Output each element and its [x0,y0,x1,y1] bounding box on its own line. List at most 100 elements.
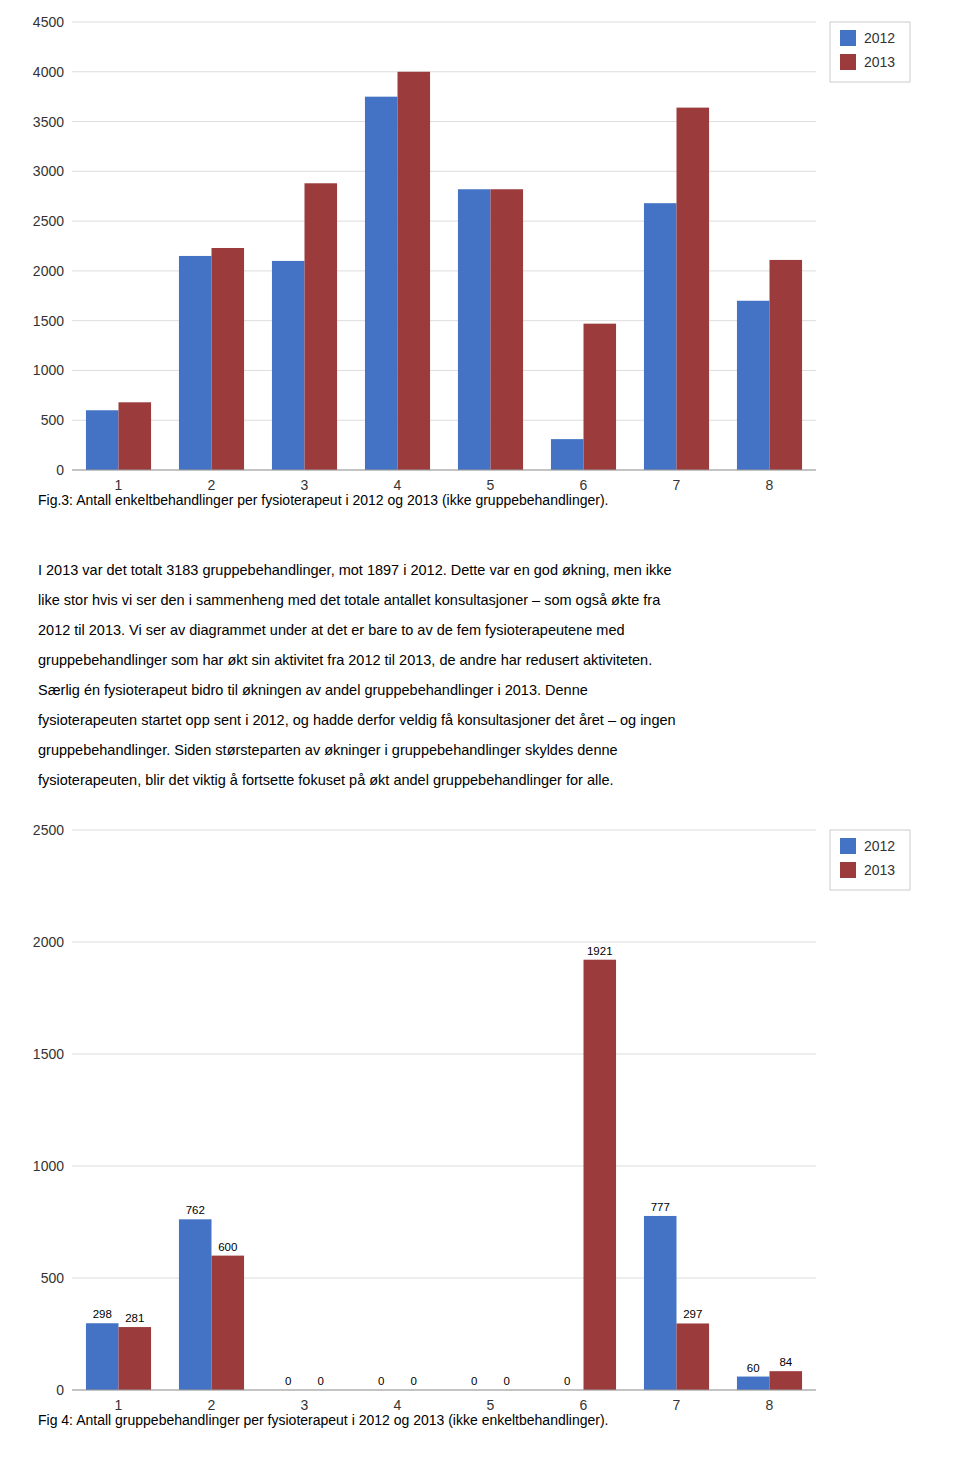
data-labels: 298762000077760281600000192129784 [93,945,793,1387]
y-tick-label: 500 [41,1270,65,1286]
x-tick-label: 3 [301,1397,309,1413]
grid-line [72,1390,816,1391]
data-label: 777 [651,1201,670,1213]
paragraph-line: I 2013 var det totalt 3183 gruppebehandl… [38,562,672,578]
bar [119,402,152,470]
bar [86,410,119,470]
legend-swatch [840,54,856,70]
paragraph-line: gruppebehandlinger som har økt sin aktiv… [38,652,652,668]
x-tick-label: 4 [394,477,402,493]
bar [584,324,617,470]
paragraph-line: Særlig én fysioterapeut bidro til økning… [38,682,588,698]
x-tick-label: 7 [673,1397,681,1413]
x-tick-label: 4 [394,1397,402,1413]
bar [737,301,770,470]
y-tick-label: 1000 [33,1158,64,1174]
chart: 0500100015002000250029876200007776028160… [33,822,910,1428]
bar [398,72,431,470]
paragraph-line: fysioterapeuten startet opp sent i 2012,… [38,712,676,728]
bar [770,1371,803,1390]
grid [72,830,816,1390]
bar [644,1216,677,1390]
y-tick-label: 1000 [33,362,64,378]
bar [86,1323,119,1390]
x-tick-label: 6 [580,477,588,493]
legend-frame [830,22,910,82]
y-tick-label: 4000 [33,64,64,80]
legend-frame [830,830,910,890]
x-tick-label: 1 [115,1397,123,1413]
bar [305,183,338,470]
y-tick-label: 500 [41,412,65,428]
bar [119,1327,152,1390]
data-label: 84 [779,1356,792,1368]
caption: Fig 4: Antall gruppebehandlinger per fys… [38,1412,609,1428]
grid-line [72,470,816,471]
y-axis: 0 500 1000 1500 2000 2500 [33,822,64,1398]
data-label: 762 [186,1204,205,1216]
grid-line [72,71,816,72]
bar [458,189,491,470]
paragraph: I 2013 var det totalt 3183 gruppebehandl… [38,562,676,788]
bar [737,1377,770,1390]
x-tick-label: 5 [487,1397,495,1413]
y-tick-label: 2500 [33,822,64,838]
data-label: 281 [125,1312,144,1324]
y-tick-label: 1500 [33,313,64,329]
x-tick-label: 8 [766,477,774,493]
grid-line [72,942,816,943]
x-tick-label: 2 [208,1397,216,1413]
bar [272,261,305,470]
paragraph-line: 2012 til 2013. Vi ser av diagrammet unde… [38,622,625,638]
data-label: 0 [504,1375,510,1387]
y-tick-label: 0 [56,462,64,478]
y-tick-label: 2000 [33,263,64,279]
legend-swatch [840,862,856,878]
y-tick-label: 1500 [33,1046,64,1062]
data-label: 298 [93,1308,112,1320]
legend: 20122013 [830,22,910,82]
x-axis: 12345678 [72,1390,816,1413]
bar [584,960,617,1390]
x-tick-label: 3 [301,477,309,493]
x-tick-label: 2 [208,477,216,493]
grid [72,22,816,470]
legend-swatch [840,838,856,854]
data-label: 0 [564,1375,570,1387]
x-tick-label: 5 [487,477,495,493]
data-label: 0 [285,1375,291,1387]
data-label: 0 [318,1375,324,1387]
x-tick-label: 1 [115,477,123,493]
x-tick-label: 6 [580,1397,588,1413]
bar [212,248,245,470]
bar [677,108,710,470]
bar [179,1219,212,1390]
paragraph-line: like stor hvis vi ser den i sammenheng m… [38,592,661,608]
data-label: 0 [378,1375,384,1387]
bar [770,260,803,470]
grid-line [72,830,816,831]
page: 0500100015002000250030003500400045001234… [0,0,960,1465]
data-label: 1921 [587,945,613,957]
grid-line [72,22,816,23]
paragraph-line: gruppebehandlinger. Siden størsteparten … [38,742,618,758]
bar [677,1323,710,1390]
bar [179,256,212,470]
bar [491,189,524,470]
x-axis: 1 2 3 4 5 6 7 8 [72,470,816,493]
x-tick-label: 7 [673,477,681,493]
y-tick-label: 2500 [33,213,64,229]
legend-label: 2012 [864,30,895,46]
caption: Fig.3: Antall enkeltbehandlinger per fys… [38,492,609,508]
grid-line [72,1054,816,1055]
bars [86,72,802,470]
data-label: 60 [747,1362,760,1374]
bar [551,439,584,470]
y-tick-label: 0 [56,1382,64,1398]
chart: 0500100015002000250030003500400045001234… [33,14,910,508]
x-axis-line [72,1390,816,1391]
grid-line [72,1166,816,1167]
y-tick-label: 2000 [33,934,64,950]
bar [212,1256,245,1390]
legend-label: 2012 [864,838,895,854]
